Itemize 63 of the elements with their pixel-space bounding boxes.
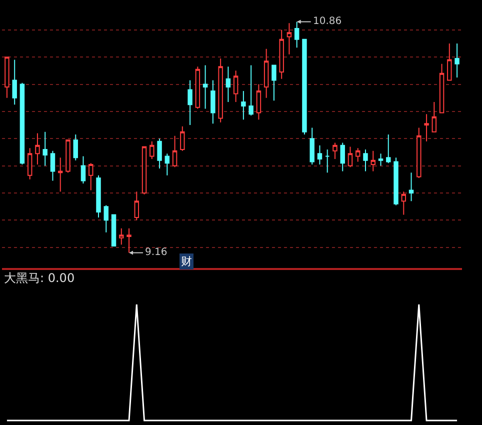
candlestick xyxy=(80,156,86,184)
candlestick xyxy=(195,66,200,110)
annotation: 9.16 xyxy=(145,247,168,258)
candlestick xyxy=(378,153,384,166)
candlestick xyxy=(119,228,124,246)
candlestick xyxy=(408,172,414,202)
candlestick xyxy=(134,191,140,221)
candlestick xyxy=(188,80,192,126)
candlestick xyxy=(12,59,17,106)
candlestick xyxy=(439,63,444,114)
candlestick xyxy=(447,42,452,81)
candlestick xyxy=(310,127,314,165)
candlestick xyxy=(256,84,262,120)
candlestick xyxy=(20,82,25,165)
candlestick xyxy=(324,149,330,174)
candlestick xyxy=(96,174,101,218)
annotation: 10.86 xyxy=(313,16,342,27)
candlestick xyxy=(416,127,422,179)
candlestick xyxy=(386,134,391,164)
candlestick xyxy=(42,131,48,166)
candlestick xyxy=(424,114,429,142)
candlestick xyxy=(279,29,284,80)
candlestick xyxy=(218,58,223,123)
candlestick xyxy=(104,204,108,233)
candlestick xyxy=(356,148,360,162)
candlestick xyxy=(363,149,368,172)
candlestick xyxy=(370,150,376,172)
candlestick xyxy=(394,157,398,206)
chart-title: 大黑马: 0.00 xyxy=(4,271,75,285)
candlestick xyxy=(241,90,246,120)
candlestick xyxy=(233,70,238,102)
candlestick xyxy=(401,191,406,216)
candlestick xyxy=(150,140,154,160)
candlestick xyxy=(226,66,231,102)
candlestick xyxy=(454,42,460,78)
candlestick xyxy=(317,144,322,165)
candlestick xyxy=(50,150,56,182)
candlestick xyxy=(202,64,208,110)
candlestick xyxy=(73,134,78,161)
candlestick xyxy=(332,142,338,160)
candlestick xyxy=(348,146,353,168)
candlestick xyxy=(294,21,300,48)
candlestick xyxy=(157,138,162,170)
candlestick xyxy=(264,48,269,98)
candlestick xyxy=(66,139,70,174)
candlestick xyxy=(286,22,292,55)
candlestick xyxy=(4,56,10,98)
candlestick xyxy=(88,162,94,191)
candlestick xyxy=(210,80,216,124)
candlestick xyxy=(111,214,116,246)
candlestick xyxy=(432,101,437,132)
candlestick xyxy=(340,142,345,172)
candlestick xyxy=(58,157,63,192)
candlestick xyxy=(248,64,254,116)
candlestick xyxy=(272,64,276,102)
candlestick xyxy=(27,148,32,180)
candlestick xyxy=(302,38,307,136)
candlestick xyxy=(35,132,40,165)
candlestick xyxy=(180,126,185,152)
candlestick xyxy=(164,153,170,176)
candlestick xyxy=(142,146,147,195)
annotation: 财 xyxy=(181,255,192,268)
candlestick xyxy=(172,135,178,168)
